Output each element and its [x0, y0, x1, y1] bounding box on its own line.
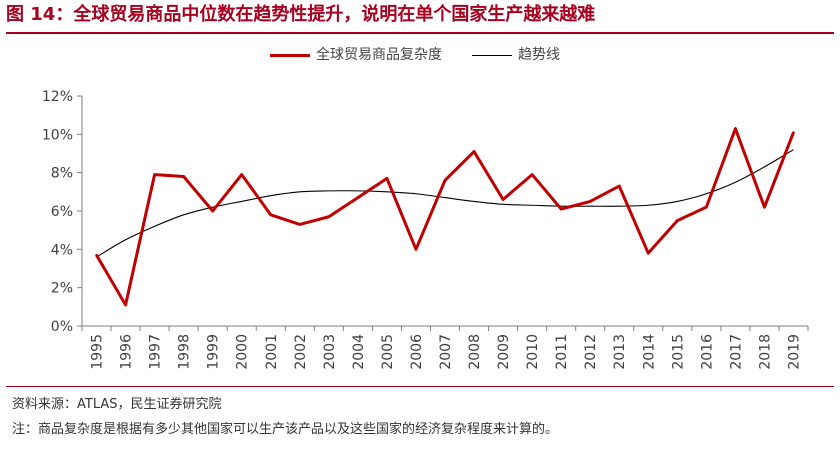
y-tick-label: 8% — [51, 166, 73, 182]
data-point — [182, 175, 185, 178]
data-point — [501, 198, 505, 201]
data-point — [153, 173, 156, 176]
data-point — [676, 219, 679, 222]
data-point — [298, 223, 301, 226]
x-tick-label: 2013 — [612, 334, 628, 370]
data-point — [705, 205, 708, 209]
x-tick-label: 2001 — [264, 334, 280, 370]
y-tick-label: 6% — [51, 204, 73, 220]
source-note: 资料来源：ATLAS，民生证券研究院 — [12, 397, 222, 412]
data-point — [472, 150, 476, 153]
x-tick-label: 2010 — [525, 334, 541, 370]
figure-title: 图 14：全球贸易商品中位数在趋势性提升，说明在单个国家生产越来越难 — [6, 4, 596, 25]
x-tick-label: 2015 — [670, 334, 686, 370]
data-point — [414, 248, 418, 251]
data-point — [356, 196, 360, 199]
data-point — [385, 177, 389, 180]
title-divider — [6, 32, 834, 34]
x-tick-label: 1995 — [90, 334, 106, 370]
y-tick-label: 0% — [51, 319, 73, 335]
y-tick-label: 12% — [42, 89, 73, 105]
series-line-complexity — [95, 127, 795, 307]
x-tick-label: 2017 — [728, 334, 744, 370]
x-tick-label: 2003 — [322, 334, 338, 370]
legend-swatch-series — [270, 54, 310, 57]
line-chart: 0% 2% 4% 6% 8% 10% 12% 1995 1996 1997 1998 1999 2000… — [42, 89, 809, 370]
y-tick-label: 10% — [42, 127, 73, 143]
data-point — [240, 173, 243, 176]
data-point — [124, 303, 127, 307]
data-point — [269, 213, 272, 217]
y-tick-label: 4% — [51, 242, 73, 258]
x-tick-label: 2004 — [351, 334, 367, 370]
x-tick-label: 2016 — [699, 334, 715, 370]
x-tick-label: 2002 — [293, 334, 309, 370]
x-tick-label: 2008 — [467, 334, 483, 370]
x-tick-label: 2018 — [757, 334, 773, 370]
x-tick-label: 2009 — [496, 334, 512, 370]
x-tick-label: 2005 — [380, 334, 396, 370]
data-point — [211, 209, 214, 213]
data-point — [559, 207, 563, 211]
x-tick-label: 1999 — [206, 334, 222, 370]
legend-swatch-trend — [472, 55, 512, 56]
x-tick-label: 1997 — [148, 334, 164, 370]
y-tick-label: 2% — [51, 281, 73, 297]
data-point — [95, 253, 98, 257]
x-tick-label: 2014 — [641, 334, 657, 370]
x-tick-label: 2011 — [554, 334, 570, 370]
x-tick-label: 1998 — [177, 334, 193, 370]
series-line-trend — [96, 149, 794, 258]
x-tick-label: 2012 — [583, 334, 599, 370]
x-tick-label: 2019 — [786, 334, 802, 370]
footnote: 注：商品复杂度是根据有多少其他国家可以生产该产品以及这些国家的经济复杂程度来计算… — [12, 422, 559, 437]
data-point — [327, 215, 331, 218]
data-point — [647, 251, 650, 255]
data-point — [589, 200, 592, 203]
x-tick-label: 1996 — [119, 334, 135, 370]
x-tick-label: 2000 — [235, 334, 251, 370]
chart-legend: 全球贸易商品复杂度 趋势线 — [0, 44, 840, 66]
data-point — [530, 173, 534, 176]
footer-divider — [6, 386, 834, 387]
x-tick-label: 2006 — [409, 334, 425, 370]
data-point — [618, 184, 621, 188]
data-point — [763, 205, 766, 209]
data-point — [734, 127, 737, 130]
data-point — [443, 179, 447, 182]
legend-label-trend: 趋势线 — [518, 47, 560, 63]
data-point — [792, 131, 795, 134]
legend-label-series: 全球贸易商品复杂度 — [316, 47, 442, 63]
x-tick-label: 2007 — [438, 334, 454, 370]
